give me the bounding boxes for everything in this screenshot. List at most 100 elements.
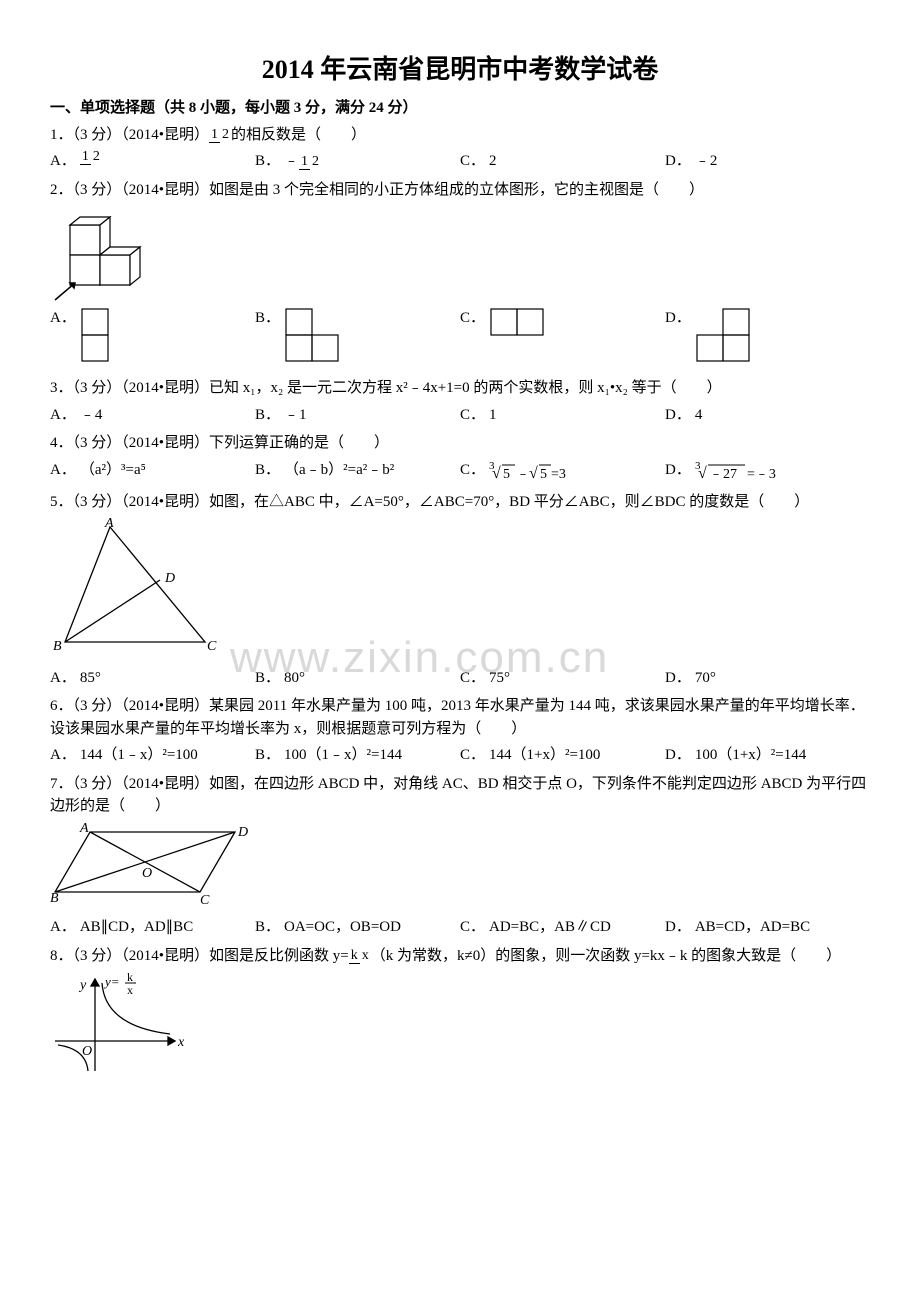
q6-option-a: A．144（1﹣x）²=100: [50, 744, 255, 767]
q7-label-d: D: [237, 825, 248, 840]
q8-x-label: x: [177, 1035, 185, 1050]
q1-opt-b-content: ﹣12: [284, 150, 321, 173]
q1-option-d: D． ﹣2: [665, 150, 870, 173]
svg-text:√: √: [698, 465, 707, 482]
q7-label-c: C: [200, 893, 210, 907]
section-header: 一、单项选择题（共 8 小题，每小题 3 分，满分 24 分）: [50, 97, 870, 120]
question-4: 4．（3 分）（2014•昆明）下列运算正确的是（ ）: [50, 432, 870, 455]
q6-c-label: C．: [460, 744, 485, 767]
q7-parallelogram-icon: A D B C O: [50, 822, 250, 907]
q4-opt-d-expr-icon: 3 √ ﹣27 =﹣3: [695, 459, 805, 485]
q7-option-b: B．OA=OC，OB=OD: [255, 916, 460, 939]
q2-3d-figure-icon: [50, 205, 150, 305]
q8-eq-pre: y=: [103, 974, 120, 989]
svg-text:√: √: [492, 465, 501, 482]
q3-c-text: 1: [489, 404, 497, 427]
q5-b-label: B．: [255, 667, 280, 690]
q3-b-label: B．: [255, 404, 280, 427]
q5-c-text: 75°: [489, 667, 510, 690]
q3-a-label: A．: [50, 404, 76, 427]
q5-c-label: C．: [460, 667, 485, 690]
q7-b-text: OA=OC，OB=OD: [284, 916, 401, 939]
q4-b-label: B．: [255, 459, 280, 482]
q8-fraction: kx: [349, 949, 371, 963]
q7-label-a: A: [79, 822, 89, 836]
q5-option-a: A．85°: [50, 667, 255, 690]
q2-option-d: D．: [665, 307, 870, 371]
q6-d-label: D．: [665, 744, 691, 767]
q2-opt-d-icon: [695, 307, 765, 371]
page-title: 2014 年云南省昆明市中考数学试卷: [50, 50, 870, 89]
q8-stem-suffix: （k 为常数，k≠0）的图象，则一次函数 y=kx﹣k 的图象大致是（ ）: [371, 948, 841, 964]
q7-d-label: D．: [665, 916, 691, 939]
q4-option-d: D． 3 √ ﹣27 =﹣3: [665, 459, 870, 485]
q6-option-c: C．144（1+x）²=100: [460, 744, 665, 767]
q8-stem-prefix: 8．（3 分）（2014•昆明）如图是反比例函数 y=: [50, 948, 349, 964]
q4-options: A．（a²）³=a⁵ B．（a﹣b）²=a²﹣b² C． 3 √ 5 ﹣ √ 5…: [50, 459, 870, 485]
q5-option-b: B．80°: [255, 667, 460, 690]
q2-option-c: C．: [460, 307, 665, 371]
q8-eq-den: x: [127, 983, 133, 997]
q1-opt-a-label: A．: [50, 150, 76, 173]
q3-option-c: C．1: [460, 404, 665, 427]
q3-a-text: ﹣4: [80, 404, 103, 427]
q8-frac-den: x: [360, 948, 371, 963]
q5-d-text: 70°: [695, 667, 716, 690]
q1-b-num: 1: [299, 154, 310, 170]
svg-text:﹣: ﹣: [516, 467, 530, 482]
q2-options: A． B． C． D．: [50, 307, 870, 371]
q5-a-text: 85°: [80, 667, 101, 690]
q2-opt-b-icon: [284, 307, 354, 371]
q8-y-label: y: [78, 978, 87, 993]
q7-label-b: B: [50, 891, 59, 906]
q6-a-label: A．: [50, 744, 76, 767]
q7-options: A．AB∥CD，AD∥BC B．OA=OC，OB=OD C．AD=BC，AB∥C…: [50, 916, 870, 939]
q8-frac-num: k: [349, 948, 360, 964]
svg-text:√: √: [529, 465, 538, 482]
q6-b-label: B．: [255, 744, 280, 767]
q7-d-text: AB=CD，AD=BC: [695, 916, 810, 939]
q3-option-a: A．﹣4: [50, 404, 255, 427]
q7-option-a: A．AB∥CD，AD∥BC: [50, 916, 255, 939]
q4-option-c: C． 3 √ 5 ﹣ √ 5 =3: [460, 459, 665, 485]
q5-a-label: A．: [50, 667, 76, 690]
q7-label-o: O: [142, 866, 152, 881]
q4-option-a: A．（a²）³=a⁵: [50, 459, 255, 482]
q7-a-label: A．: [50, 916, 76, 939]
q3-d-label: D．: [665, 404, 691, 427]
q7-figure: A D B C O: [50, 822, 870, 915]
q2-opt-a-icon: [80, 307, 130, 371]
q2-opt-d-label: D．: [665, 307, 691, 330]
question-6: 6．（3 分）（2014•昆明）某果园 2011 年水果产量为 100 吨，20…: [50, 695, 870, 740]
q1-a-den: 2: [91, 149, 102, 164]
q7-a-text: AB∥CD，AD∥BC: [80, 916, 193, 939]
q5-triangle-icon: A B C D: [50, 517, 220, 657]
q3-option-d: D．4: [665, 404, 870, 427]
q2-option-a: A．: [50, 307, 255, 371]
q7-option-c: C．AD=BC，AB∥CD: [460, 916, 665, 939]
q6-option-d: D．100（1+x）²=144: [665, 744, 870, 767]
q3-b-text: ﹣1: [284, 404, 307, 427]
q7-b-label: B．: [255, 916, 280, 939]
q5-label-d: D: [164, 571, 175, 586]
question-5: 5．（3 分）（2014•昆明）如图，在△ABC 中，∠A=50°，∠ABC=7…: [50, 491, 870, 514]
q4-c-label: C．: [460, 459, 485, 482]
q5-option-c: C．75°: [460, 667, 665, 690]
q1-opt-d-label: D．: [665, 150, 691, 173]
q8-graph-icon: y x O y= k x: [50, 971, 190, 1081]
q1-b-den: 2: [310, 154, 321, 169]
q1-option-b: B． ﹣12: [255, 150, 460, 173]
q1-opt-c-text: 2: [489, 150, 497, 173]
q2-opt-b-label: B．: [255, 307, 280, 330]
svg-text:=3: =3: [551, 467, 566, 482]
q6-b-text: 100（1﹣x）²=144: [284, 744, 402, 767]
q2-opt-a-label: A．: [50, 307, 76, 330]
q4-d-label: D．: [665, 459, 691, 482]
svg-text:5: 5: [503, 467, 510, 482]
q2-opt-c-icon: [489, 307, 559, 371]
question-2: 2．（3 分）（2014•昆明）如图是由 3 个完全相同的小正方体组成的立体图形…: [50, 179, 870, 202]
q8-figure: y x O y= k x: [50, 971, 870, 1089]
question-8: 8．（3 分）（2014•昆明）如图是反比例函数 y=kx（k 为常数，k≠0）…: [50, 945, 870, 968]
q6-c-text: 144（1+x）²=100: [489, 744, 600, 767]
q5-label-b: B: [53, 639, 62, 654]
